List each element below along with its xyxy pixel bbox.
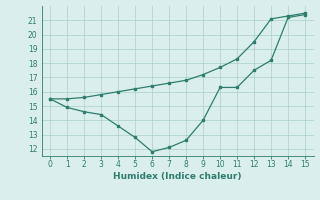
X-axis label: Humidex (Indice chaleur): Humidex (Indice chaleur) — [113, 172, 242, 181]
